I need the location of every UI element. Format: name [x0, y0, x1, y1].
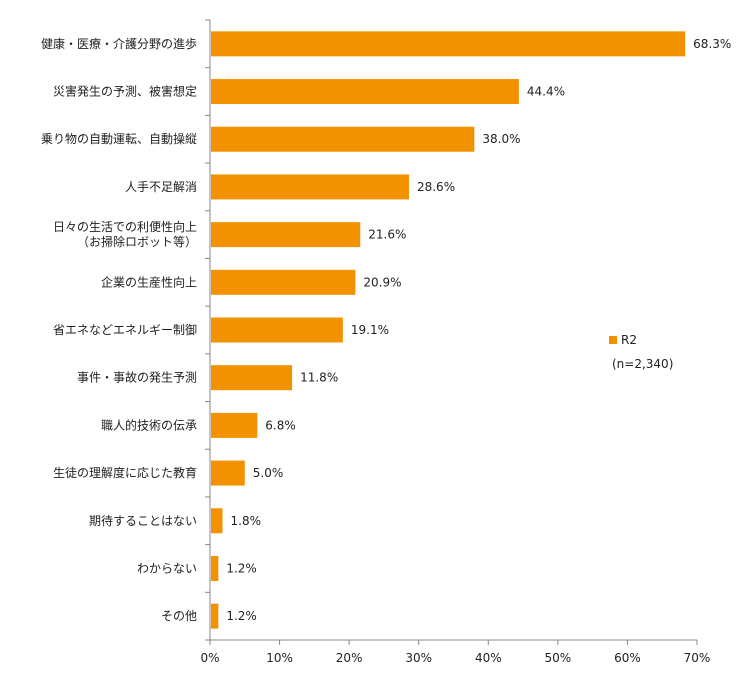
- value-label: 1.2%: [226, 609, 257, 623]
- bar: [211, 222, 361, 248]
- y-axis: [205, 19, 211, 641]
- value-label: 38.0%: [482, 132, 520, 146]
- bar: [211, 460, 245, 486]
- value-label: 11.8%: [300, 371, 338, 385]
- bar: [211, 412, 258, 438]
- category-label: 職人的技術の伝承: [101, 417, 197, 432]
- bars: [211, 31, 686, 629]
- category-label: 期待することはない: [89, 514, 197, 528]
- x-tick-label: 70%: [684, 651, 711, 665]
- bar: [211, 79, 519, 105]
- category-label: 日々の生活での利便性向上: [53, 219, 197, 234]
- legend: R2 (n=2,340): [609, 333, 673, 371]
- category-label: 企業の生産性向上: [101, 274, 197, 289]
- value-label: 1.8%: [231, 514, 262, 528]
- x-axis: 0% 10% 20% 30% 40% 50% 60% 70%: [200, 639, 711, 665]
- value-label: 21.6%: [368, 228, 406, 242]
- category-labels: 健康・医療・介護分野の進歩災害発生の予測、被害想定乗り物の自動運転、自動操縦人手…: [41, 36, 197, 623]
- x-tick-label: 40%: [475, 651, 502, 665]
- value-label: 28.6%: [417, 180, 455, 194]
- value-label: 5.0%: [253, 466, 283, 480]
- bar: [211, 603, 219, 629]
- category-label: 災害発生の予測、被害想定: [53, 84, 197, 99]
- value-label: 1.2%: [226, 561, 257, 575]
- category-label: 生徒の理解度に応じた教育: [53, 465, 197, 480]
- bar: [211, 365, 293, 391]
- category-label: わからない: [137, 561, 197, 575]
- x-tick-label: 10%: [266, 651, 293, 665]
- bar: [211, 174, 409, 200]
- category-label: 人手不足解消: [125, 180, 197, 194]
- value-label: 6.8%: [265, 418, 296, 432]
- bar: [211, 317, 343, 343]
- category-label: その他: [161, 609, 197, 623]
- bar: [211, 31, 686, 57]
- bar: [211, 555, 219, 581]
- value-label: 44.4%: [527, 85, 565, 99]
- bar: [211, 508, 223, 534]
- category-label: 省エネなどエネルギー制御: [53, 322, 197, 337]
- bar: [211, 269, 356, 295]
- value-label: 20.9%: [363, 275, 401, 289]
- bar: [211, 126, 475, 152]
- legend-swatch-r2: [609, 336, 617, 344]
- category-label: 乗り物の自動運転、自動操縦: [41, 131, 197, 146]
- x-tick-label: 0%: [200, 651, 219, 665]
- category-label: 健康・医療・介護分野の進歩: [41, 36, 197, 51]
- category-label: 事件・事故の発生予測: [77, 370, 197, 385]
- value-labels: 68.3% 44.4% 38.0% 28.6% 21.6% 20.9% 19.1% 11.8%…: [226, 37, 731, 623]
- legend-sample-size: (n=2,340): [612, 357, 673, 371]
- value-label: 68.3%: [693, 37, 731, 51]
- x-tick-label: 50%: [545, 651, 572, 665]
- legend-entry-r2: R2: [621, 333, 637, 347]
- x-tick-label: 60%: [614, 651, 641, 665]
- category-label: （お掃除ロボット等）: [77, 234, 197, 249]
- x-tick-label: 20%: [336, 651, 363, 665]
- value-label: 19.1%: [351, 323, 389, 337]
- x-tick-label: 30%: [405, 651, 432, 665]
